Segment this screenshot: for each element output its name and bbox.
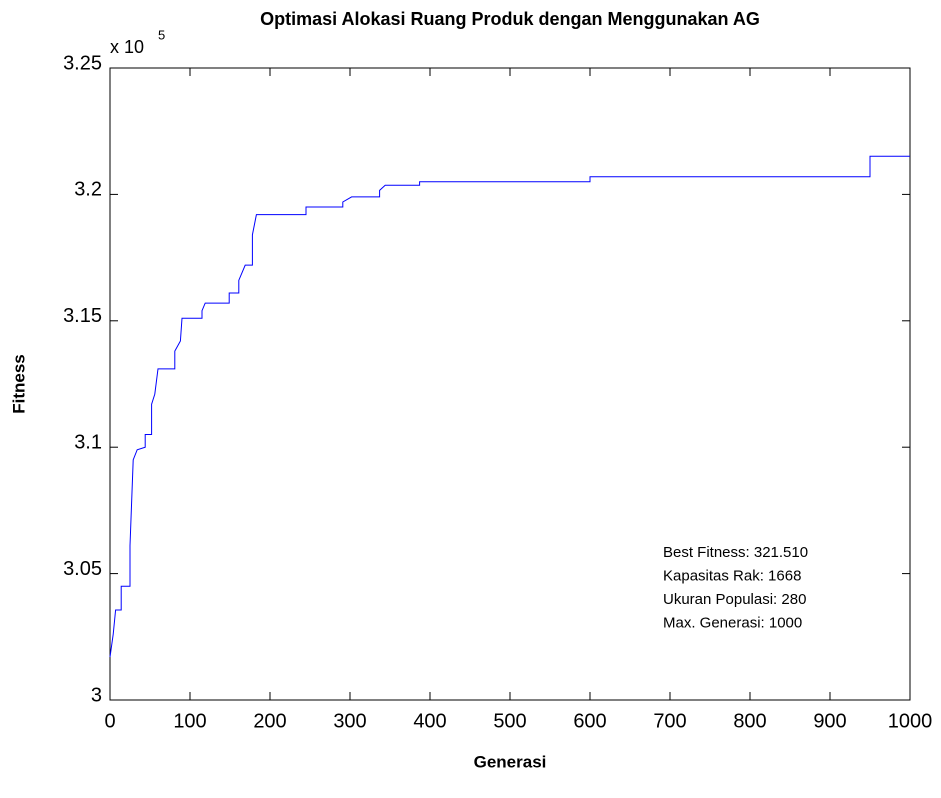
x-tick-label: 400 [413,710,446,732]
y-multiplier-exponent: 5 [158,27,165,42]
y-tick-label: 3 [91,684,102,706]
y-tick-label: 3.05 [63,558,102,580]
annotation: Best Fitness: 321.510 [663,544,808,561]
y-axis-label: Fitness [9,354,28,414]
y-tick-label: 3.1 [74,431,102,453]
annotation: Max. Generasi: 1000 [663,614,802,631]
x-tick-label: 500 [493,710,526,732]
x-tick-label: 0 [104,710,115,732]
x-tick-label: 800 [733,710,766,732]
x-tick-label: 1000 [888,710,933,732]
y-tick-label: 3.25 [63,52,102,74]
x-tick-label: 100 [173,710,206,732]
x-tick-label: 200 [253,710,286,732]
chart: Optimasi Alokasi Ruang Produk dengan Men… [0,0,941,798]
x-tick-label: 700 [653,710,686,732]
x-tick-label: 600 [573,710,606,732]
annotation: Kapasitas Rak: 1668 [663,567,801,584]
x-tick-label: 900 [813,710,846,732]
x-tick-label: 300 [333,710,366,732]
annotation: Ukuran Populasi: 280 [663,591,806,608]
x-axis-label: Generasi [474,752,547,771]
chart-title: Optimasi Alokasi Ruang Produk dengan Men… [260,9,760,29]
y-multiplier: x 10 [110,37,144,57]
y-tick-label: 3.2 [74,179,102,201]
y-tick-label: 3.15 [63,305,102,327]
